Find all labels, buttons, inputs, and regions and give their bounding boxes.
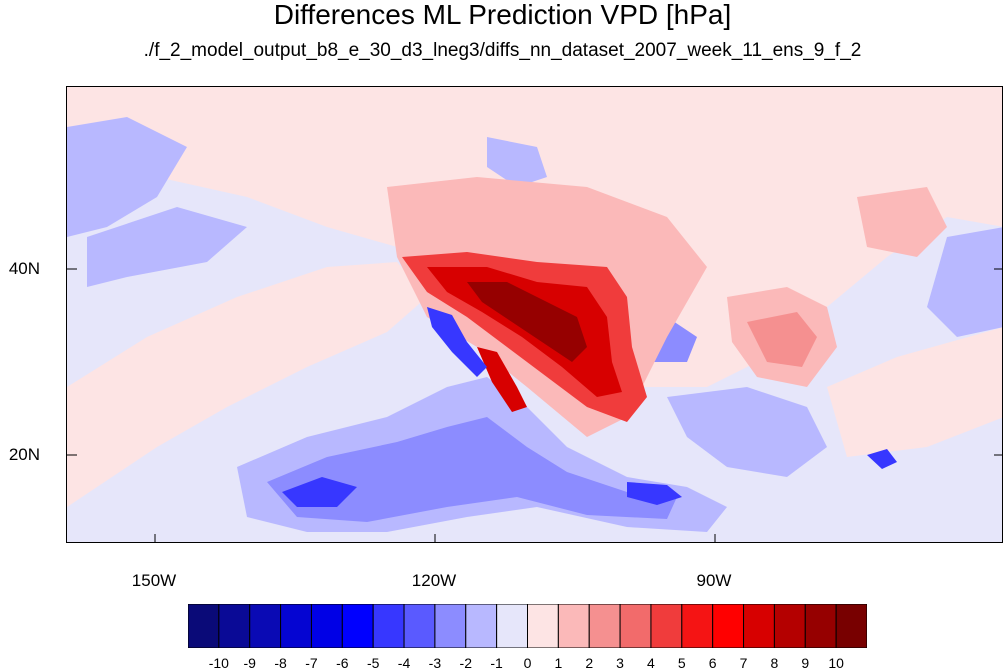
pink-northeast (857, 187, 947, 257)
colorbar-tick-label: -7 (305, 655, 318, 671)
blue-band-mexico-deep (627, 482, 682, 505)
colorbar-tick-label: -3 (428, 655, 442, 671)
blue-gulf (667, 387, 827, 477)
light-red-region-atlantic (827, 327, 1002, 457)
plot-subtitle: ./f_2_model_output_b8_e_30_d3_lneg3/diff… (143, 40, 862, 61)
colorbar-tick-label: 1 (554, 655, 563, 671)
colorbar-box (341, 604, 374, 648)
lon-label-120w: 120W (411, 571, 457, 590)
lon-label-90w: 90W (696, 571, 732, 590)
plot-title: Differences ML Prediction VPD [hPa] (273, 0, 732, 30)
colorbar-tick-label: 7 (739, 655, 748, 671)
colorbar-box (372, 604, 405, 648)
colorbar-tick-label: -10 (208, 655, 229, 671)
colorbar-box (249, 604, 282, 648)
colorbar-box (681, 604, 714, 648)
colorbar-tick-label: 5 (677, 655, 686, 671)
colorbar-box (619, 604, 652, 648)
colorbar-tick-label: 10 (828, 655, 844, 671)
colorbar-box (434, 604, 467, 648)
blue-pacific-mid (87, 207, 247, 287)
colorbar-tick-label: 6 (708, 655, 717, 671)
lon-label-150w: 150W (131, 571, 177, 590)
colorbar-tick-label: 4 (647, 655, 655, 671)
colorbar-tick-label: 0 (523, 655, 532, 671)
colorbar-tick-label: -5 (366, 655, 380, 671)
blue-atlantic-east (927, 227, 1002, 337)
light-red-region-pacific (67, 262, 427, 507)
red3-southeast (747, 312, 817, 367)
colorbar-tick-label: -2 (459, 655, 472, 671)
colorbar-box (527, 604, 559, 648)
colorbar-box (650, 604, 683, 648)
colorbar-box (280, 604, 312, 648)
colorbar-box (496, 604, 529, 648)
red9-southwest-core (467, 282, 587, 362)
colorbar-tick-label: -8 (274, 655, 287, 671)
colorbar (188, 604, 867, 648)
map-tick-marks (67, 268, 1002, 542)
colorbar-box (835, 604, 867, 648)
blue-caribbean (867, 449, 897, 469)
colorbar-tick-label: 3 (616, 655, 624, 671)
colorbar-tick-label: -1 (490, 655, 503, 671)
lat-label-40n: 40N (8, 259, 40, 278)
colorbar-tick-label: -4 (397, 655, 411, 671)
colorbar-tick-label: 8 (770, 655, 779, 671)
colorbar-box (712, 604, 745, 648)
blue-pacific-west (67, 117, 187, 237)
blue-california-coast (427, 307, 487, 377)
map-panel (66, 86, 1003, 543)
colorbar-tick-label: 2 (585, 655, 594, 671)
colorbar-box (188, 604, 220, 648)
blue-north-central (487, 137, 547, 187)
colorbar-tick-label: 9 (801, 655, 810, 671)
blue-band-south-core (267, 417, 677, 522)
colorbar-box (310, 604, 343, 648)
vpd-difference-map (67, 87, 1002, 542)
red7-southwest (427, 267, 622, 397)
colorbar-box (743, 604, 775, 648)
colorbar-box (773, 604, 806, 648)
colorbar-box (218, 604, 251, 648)
colorbar-tick-label: -6 (336, 655, 349, 671)
blue-band-south-deep (282, 477, 357, 507)
red7-baja (477, 347, 527, 412)
colorbar-box (465, 604, 498, 648)
colorbar-box (804, 604, 837, 648)
colorbar-box (588, 604, 621, 648)
colorbar-box (557, 604, 590, 648)
lat-label-20n: 20N (8, 445, 40, 464)
colorbar-box (403, 604, 436, 648)
colorbar-tick-label: -9 (243, 655, 256, 671)
